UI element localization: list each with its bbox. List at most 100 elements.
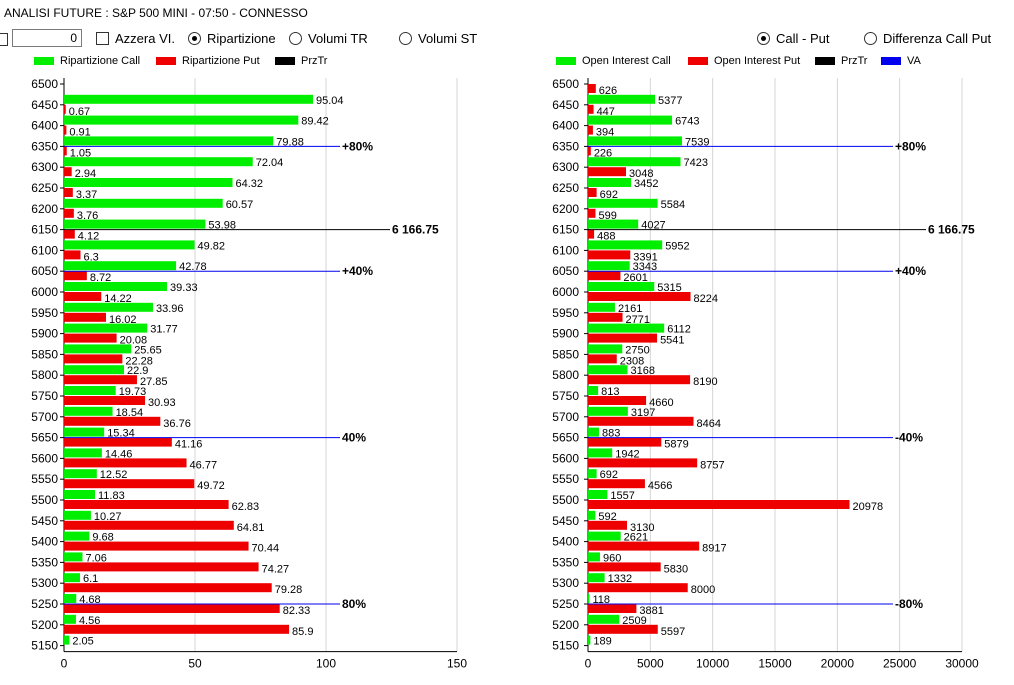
ripartizione-va-label: +40% [342, 264, 373, 278]
open-interest-x-tick-label: 20000 [821, 657, 855, 671]
ripartizione-put-value-label: 46.77 [190, 459, 218, 471]
ripartizione-put-value-label: 85.9 [292, 626, 313, 638]
ripartizione-call-bar [64, 552, 83, 562]
open-interest-call-bar [588, 240, 663, 250]
ripartizione-call-bar [64, 302, 153, 312]
open-interest-call-bar [588, 552, 600, 562]
ripartizione-call-bar [64, 510, 91, 520]
ripartizione-radio[interactable]: Ripartizione [188, 31, 276, 46]
open-interest-put-bar [588, 583, 688, 593]
open-interest-put-bar [588, 104, 594, 114]
ripartizione-call-bar [64, 115, 299, 125]
ripartizione-put-value-label: 74.27 [262, 563, 290, 575]
open-interest-put-value-label: 8190 [693, 376, 717, 388]
open-interest-call-bar [588, 594, 590, 603]
open-interest-call-bar [588, 344, 623, 354]
volumi-tr-radio[interactable]: Volumi TR [289, 31, 368, 46]
open-interest-call-value-label: 118 [592, 594, 610, 606]
open-interest-put-bar [588, 167, 626, 177]
open-interest-y-tick-label: 5400 [552, 535, 579, 549]
open-interest-call-bar [588, 157, 681, 167]
ripartizione-y-tick-label: 5200 [31, 618, 58, 632]
open-interest-call-bar [588, 469, 597, 479]
open-interest-put-bar [588, 416, 694, 426]
ripartizione-put-value-label: 14.22 [104, 293, 132, 305]
open-interest-call-value-label: 5315 [657, 282, 681, 294]
open-interest-call-value-label: 2750 [625, 344, 649, 356]
volumi-tr-label: Volumi TR [308, 31, 368, 46]
open-interest-call-bar [588, 448, 613, 458]
ripartizione-put-value-label: 1.05 [70, 147, 91, 159]
ripartizione-put-value-label: 22.28 [125, 355, 153, 367]
ripartizione-call-value-label: 2.05 [72, 636, 93, 648]
ripartizione-put-value-label: 62.83 [232, 501, 260, 513]
open-interest-x-tick-label: 10000 [696, 657, 730, 671]
open-interest-call-bar [588, 427, 600, 437]
ripartizione-call-value-label: 14.46 [105, 448, 133, 460]
open-interest-put-value-label: 5830 [664, 563, 688, 575]
open-interest-call-bar [588, 531, 621, 541]
ripartizione-call-value-label: 11.83 [98, 490, 125, 502]
open-interest-put-value-label: 488 [597, 231, 615, 243]
ripartizione-put-bar [64, 562, 259, 572]
open-interest-put-value-label: 5541 [660, 335, 684, 347]
ripartizione-call-value-label: 19.73 [119, 386, 147, 398]
ripartizione-przTr-label: 6 166.75 [392, 223, 439, 237]
ripartizione-put-bar [64, 500, 229, 509]
ripartizione-call-bar [64, 157, 253, 167]
ripartizione-call-bar [64, 573, 80, 583]
ripartizione-y-tick-label: 6400 [31, 119, 58, 133]
open-interest-y-tick-label: 6050 [552, 264, 579, 278]
open-interest-put-value-label: 5597 [661, 626, 685, 638]
open-interest-call-bar [588, 302, 615, 312]
ripartizione-put-bar [64, 292, 102, 301]
ripartizione-y-tick-label: 5750 [31, 389, 58, 403]
open-interest-x-tick-label: 30000 [945, 657, 979, 671]
open-interest-call-value-label: 960 [603, 552, 621, 564]
partial-control[interactable] [0, 33, 8, 46]
ripartizione-y-tick-label: 5900 [31, 327, 58, 341]
open-interest-y-tick-label: 5600 [552, 451, 579, 465]
open-interest-call-bar [588, 573, 605, 583]
azzera-checkbox[interactable]: Azzera VI. [96, 31, 175, 46]
ripartizione-x-tick-label: 100 [316, 657, 336, 671]
legend-swatch [156, 57, 176, 65]
open-interest-put-value-label: 692 [600, 189, 618, 201]
ripartizione-put-value-label: 27.85 [140, 376, 168, 388]
ripartizione-y-tick-label: 6300 [31, 160, 58, 174]
diff-call-put-radio[interactable]: Differenza Call Put [864, 31, 991, 46]
legend-swatch [815, 57, 835, 65]
open-interest-put-bar [588, 84, 596, 93]
ripartizione-x-tick-label: 150 [447, 657, 467, 671]
open-interest-call-value-label: 2509 [622, 615, 646, 627]
open-interest-call-bar [588, 219, 639, 229]
open-interest-przTr-label: 6 166.75 [928, 223, 975, 237]
open-interest-put-value-label: 2308 [620, 355, 644, 367]
open-interest-put-bar [588, 375, 691, 385]
call-put-radio[interactable]: Call - Put [757, 31, 829, 46]
ripartizione-y-tick-label: 6200 [31, 202, 58, 216]
value-input[interactable]: 0 [12, 29, 82, 47]
open-interest-put-value-label: 8464 [697, 418, 721, 430]
ripartizione-y-tick-label: 6500 [31, 77, 58, 91]
open-interest-put-value-label: 3130 [630, 522, 654, 534]
open-interest-call-value-label: 189 [593, 636, 611, 648]
open-interest-x-tick-label: 15000 [758, 657, 792, 671]
ripartizione-y-tick-label: 5500 [31, 493, 58, 507]
open-interest-put-value-label: 2771 [626, 314, 650, 326]
legend-label: Ripartizione Put [182, 55, 260, 67]
ripartizione-x-tick-label: 0 [61, 657, 68, 671]
ripartizione-put-value-label: 3.37 [76, 189, 97, 201]
ripartizione-call-value-label: 95.04 [316, 95, 344, 107]
open-interest-call-value-label: 3452 [634, 178, 658, 190]
open-interest-call-value-label: 4027 [641, 220, 665, 232]
ripartizione-y-tick-label: 5350 [31, 555, 58, 569]
open-interest-put-value-label: 8224 [694, 293, 718, 305]
volumi-st-radio[interactable]: Volumi ST [399, 31, 477, 46]
open-interest-y-tick-label: 6350 [552, 139, 579, 153]
legend-item-call-right: Open Interest Call [556, 55, 671, 67]
ripartizione-y-tick-label: 6150 [31, 223, 58, 237]
open-interest-put-bar [588, 624, 658, 634]
ripartizione-put-bar [64, 208, 74, 218]
open-interest-y-tick-label: 5700 [552, 410, 579, 424]
